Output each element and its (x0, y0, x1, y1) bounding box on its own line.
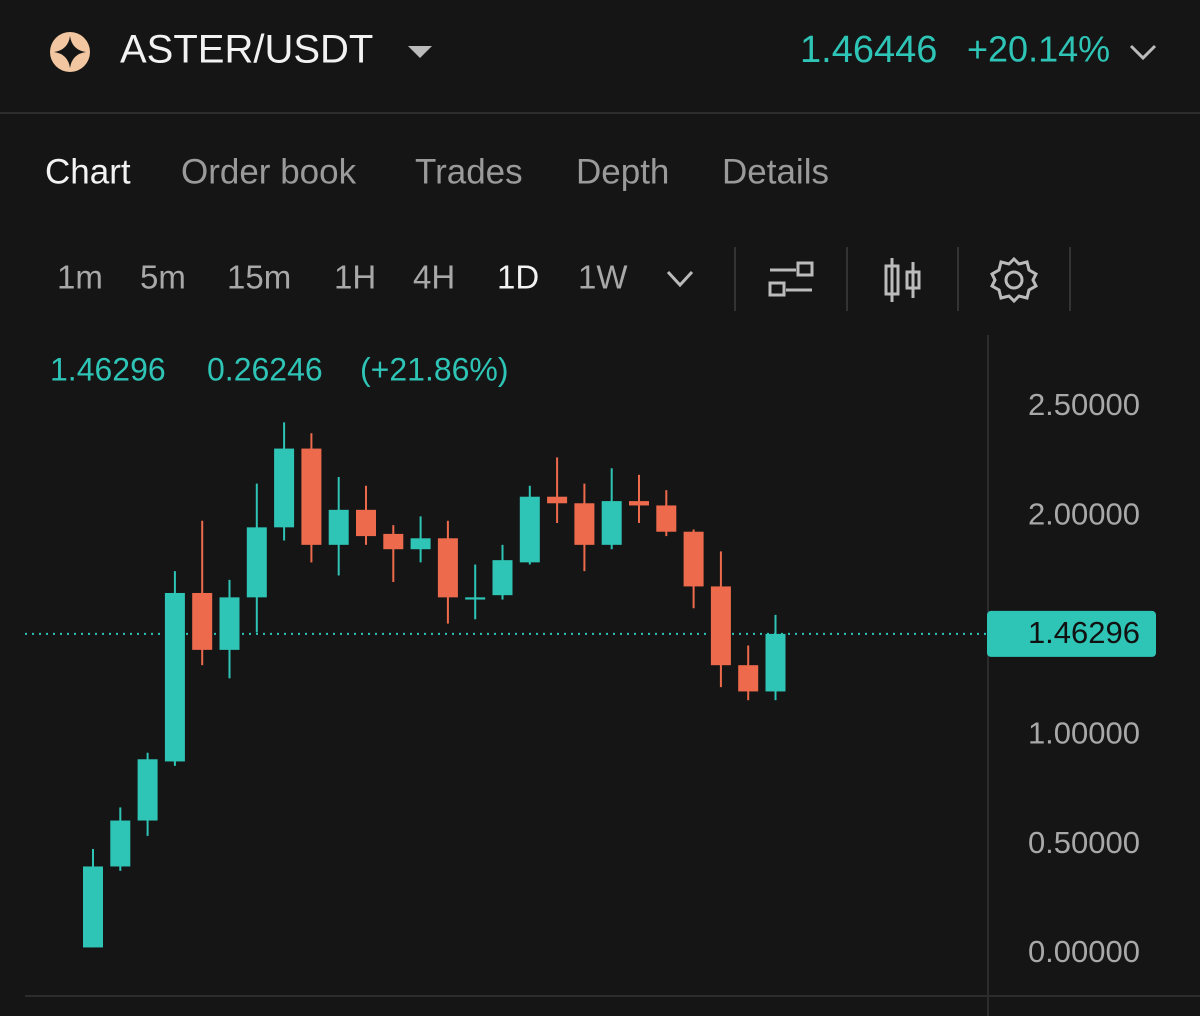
tab[interactable]: Order book (181, 152, 357, 191)
interval-more[interactable] (666, 270, 694, 288)
y-tick-label: 1.00000 (1028, 715, 1140, 750)
ohlc-summary: 0.26246 (207, 351, 323, 387)
candle-body (765, 633, 786, 692)
coin-icon (50, 32, 90, 72)
header-expand[interactable] (1129, 44, 1157, 61)
candle-body (437, 538, 458, 598)
pair-dropdown[interactable] (408, 46, 432, 58)
candle-body (164, 592, 185, 762)
pair-title[interactable]: ASTER/USDT (120, 28, 373, 72)
interval[interactable]: 1W (578, 259, 628, 296)
settings-button[interactable] (990, 256, 1038, 304)
candle-body (629, 501, 649, 506)
last-price-tag (987, 610, 1156, 657)
candle-body (656, 505, 677, 532)
y-tick-label: 0.00000 (1028, 934, 1140, 969)
header-change: +20.14% (967, 29, 1110, 70)
candle-body (492, 560, 513, 596)
candle-body (246, 527, 267, 598)
candle-body (519, 496, 540, 563)
ohlc-summary: (+21.86%) (360, 351, 509, 387)
candle-body (738, 665, 759, 692)
candle-body (465, 597, 486, 600)
candle-body (574, 503, 595, 545)
interval[interactable]: 1H (334, 259, 376, 296)
candle-body (547, 496, 568, 504)
candle-body (710, 586, 731, 666)
interval[interactable]: 4H (413, 259, 455, 296)
candle-body (601, 501, 622, 545)
candle-body (301, 448, 322, 545)
interval[interactable]: 5m (140, 259, 186, 296)
interval[interactable]: 15m (227, 259, 291, 296)
candle-body (356, 509, 376, 537)
tab[interactable]: Chart (45, 152, 131, 191)
candle-body (83, 866, 103, 948)
chart-type-button[interactable] (884, 258, 921, 302)
candle-body (137, 759, 158, 821)
tab[interactable]: Trades (415, 152, 523, 191)
candle-body (110, 820, 131, 867)
y-tick-label: 2.50000 (1028, 387, 1140, 422)
last-price-label: 1.46296 (1028, 615, 1140, 650)
indicator-button[interactable] (768, 261, 814, 297)
y-tick-label: 0.50000 (1028, 825, 1140, 860)
candle-body (192, 592, 213, 650)
interval[interactable]: 1D (497, 259, 539, 296)
toolbar-separators (734, 247, 1071, 311)
interval[interactable]: 1m (57, 259, 103, 296)
candle-body (274, 448, 295, 528)
tab[interactable]: Details (722, 152, 829, 191)
candle-body (683, 531, 704, 587)
candle-body (328, 509, 349, 545)
tab[interactable]: Depth (576, 152, 669, 191)
candle-body (410, 538, 431, 550)
y-tick-label: 2.00000 (1028, 497, 1140, 532)
ohlc-summary: 1.46296 (50, 351, 166, 387)
header-price: 1.46446 (800, 29, 937, 71)
candle-body (383, 533, 404, 550)
candle-body (219, 597, 240, 650)
